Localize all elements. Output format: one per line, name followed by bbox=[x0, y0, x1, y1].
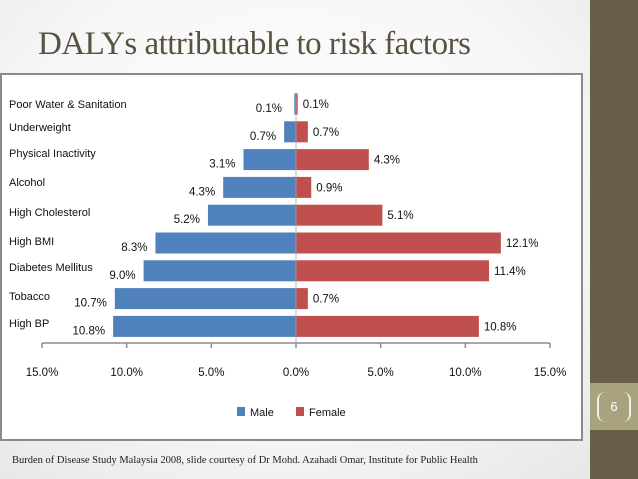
male-value-label-1: 0.7% bbox=[250, 131, 276, 143]
bar-male-8 bbox=[113, 315, 297, 337]
bar-male-1 bbox=[284, 121, 296, 143]
female-value-label-5: 12.1% bbox=[506, 238, 539, 250]
male-value-label-6: 9.0% bbox=[109, 270, 135, 282]
male-value-label-2: 3.1% bbox=[209, 159, 235, 171]
x-tick-label-2: 5.0% bbox=[198, 367, 224, 379]
bar-female-0 bbox=[296, 93, 298, 115]
bar-female-2 bbox=[296, 149, 369, 171]
x-tick-label-5: 10.0% bbox=[449, 367, 482, 379]
female-value-label-3: 0.9% bbox=[316, 182, 342, 194]
bar-female-1 bbox=[296, 121, 308, 143]
category-label-8: High BP bbox=[9, 318, 49, 330]
bar-female-8 bbox=[296, 315, 479, 337]
female-value-label-1: 0.7% bbox=[313, 127, 339, 139]
bar-male-0 bbox=[294, 93, 296, 115]
female-value-label-6: 11.4% bbox=[494, 266, 526, 278]
slide-number: 6 bbox=[597, 392, 631, 422]
category-label-6: Diabetes Mellitus bbox=[9, 262, 93, 274]
male-value-label-4: 5.2% bbox=[174, 214, 200, 226]
male-value-label-8: 10.8% bbox=[73, 325, 106, 337]
bar-female-3 bbox=[296, 176, 312, 198]
chart-frame: Poor Water & Sanitation 0.1% 0.1% Underweig… bbox=[0, 73, 583, 441]
bar-female-7 bbox=[296, 288, 308, 310]
x-tick-label-4: 5.0% bbox=[368, 367, 394, 379]
bar-male-5 bbox=[155, 232, 296, 254]
female-value-label-2: 4.3% bbox=[374, 155, 400, 167]
bar-male-6 bbox=[143, 260, 296, 282]
labels-layer: Poor Water & Sanitation 0.1% 0.1% Underweig… bbox=[9, 99, 539, 337]
category-label-2: Physical Inactivity bbox=[9, 148, 96, 160]
x-tick-label-3: 0.0% bbox=[283, 367, 309, 379]
male-value-label-5: 8.3% bbox=[121, 242, 147, 254]
x-axis: 15.0% 10.0% 5.0% 0.0% 5.0% 10.0% 15.0% bbox=[26, 92, 567, 379]
bar-male-7 bbox=[114, 288, 297, 310]
slide-title: DALYs attributable to risk factors bbox=[38, 26, 471, 62]
category-label-7: Tobacco bbox=[9, 291, 50, 303]
x-tick-label-0: 15.0% bbox=[26, 367, 59, 379]
legend-swatch-female bbox=[296, 407, 304, 416]
category-label-0: Poor Water & Sanitation bbox=[9, 99, 127, 111]
legend: Male Female bbox=[237, 407, 346, 419]
bar-male-4 bbox=[207, 204, 296, 226]
bar-female-5 bbox=[296, 232, 501, 254]
legend-swatch-male bbox=[237, 407, 245, 416]
legend-label-female: Female bbox=[309, 407, 346, 419]
legend-label-male: Male bbox=[250, 407, 274, 419]
male-value-label-0: 0.1% bbox=[256, 103, 282, 115]
female-value-label-0: 0.1% bbox=[303, 99, 329, 111]
category-label-3: Alcohol bbox=[9, 177, 45, 189]
category-label-1: Underweight bbox=[9, 122, 71, 134]
male-value-label-3: 4.3% bbox=[189, 186, 215, 198]
pyramid-chart: Poor Water & Sanitation 0.1% 0.1% Underweig… bbox=[9, 92, 567, 419]
bar-male-2 bbox=[243, 149, 296, 171]
x-tick-label-6: 15.0% bbox=[534, 367, 567, 379]
x-tick-label-1: 10.0% bbox=[110, 367, 143, 379]
bar-female-6 bbox=[296, 260, 490, 282]
female-value-label-4: 5.1% bbox=[387, 210, 413, 222]
bar-male-3 bbox=[223, 176, 296, 198]
female-value-label-7: 0.7% bbox=[313, 294, 339, 306]
bar-female-4 bbox=[296, 204, 383, 226]
category-label-5: High BMI bbox=[9, 236, 54, 248]
source-footnote: Burden of Disease Study Malaysia 2008, s… bbox=[12, 455, 478, 466]
category-label-4: High Cholesterol bbox=[9, 207, 90, 219]
female-value-label-8: 10.8% bbox=[484, 321, 517, 333]
bars-layer bbox=[113, 93, 501, 337]
male-value-label-7: 10.7% bbox=[74, 298, 107, 310]
